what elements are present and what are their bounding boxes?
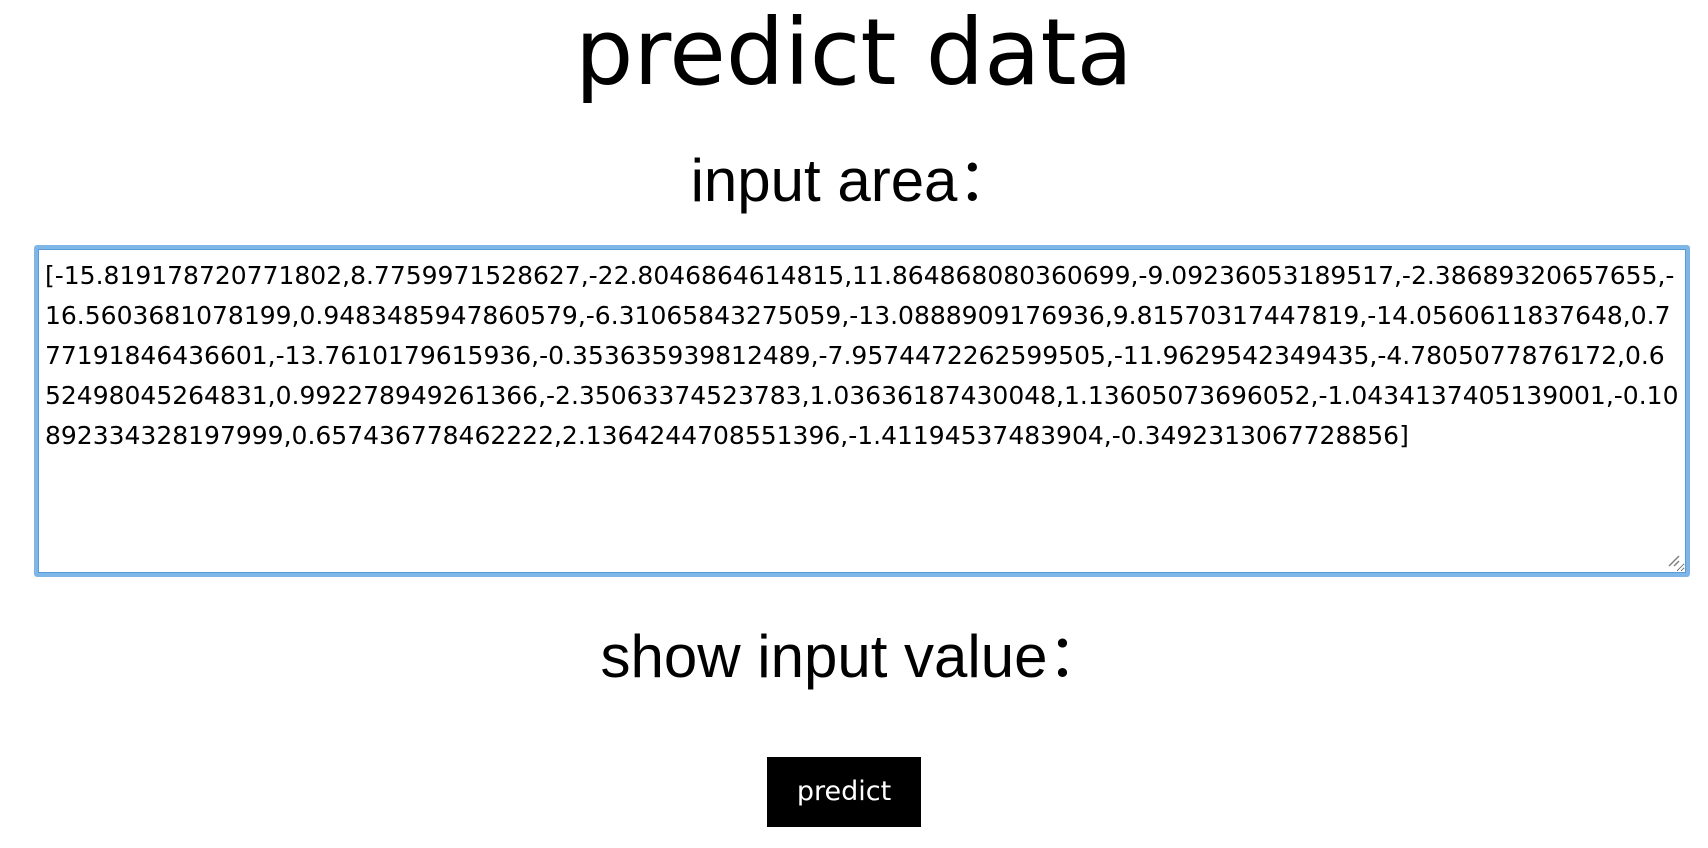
predict-button[interactable]: predict	[767, 757, 921, 827]
input-area-heading: input area：	[690, 147, 1018, 214]
show-input-value-heading: show input value：	[600, 623, 1108, 690]
page-title: predict data	[575, 0, 1133, 106]
input-area-textarea[interactable]	[38, 249, 1686, 573]
input-area-container	[34, 245, 1690, 577]
